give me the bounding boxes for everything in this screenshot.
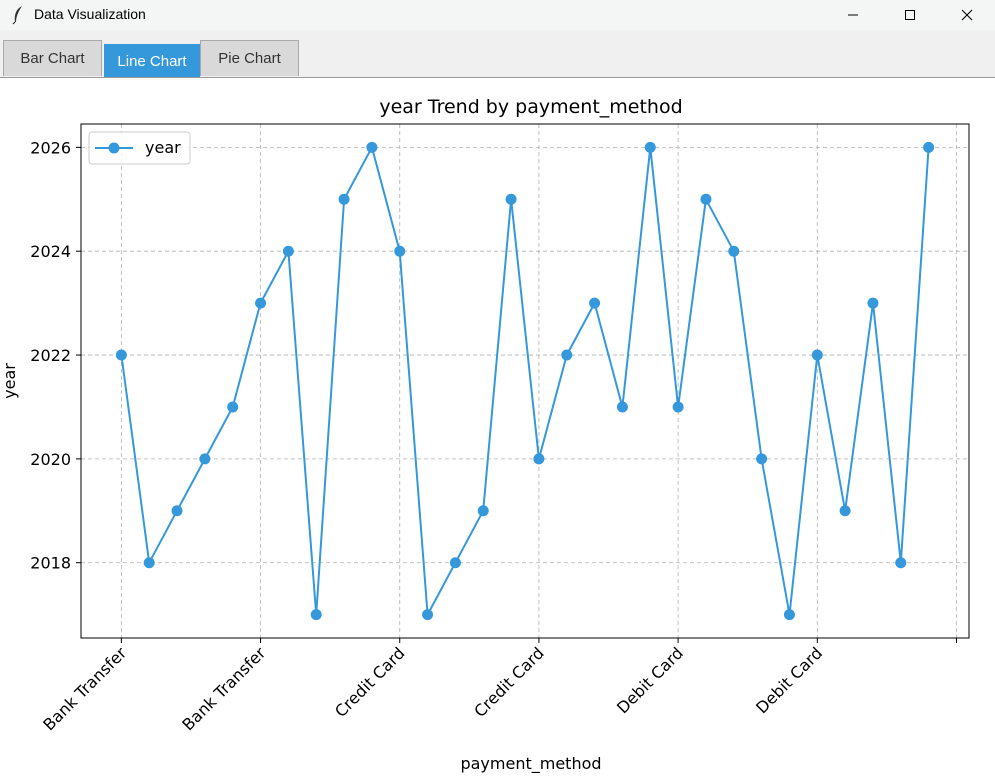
data-point <box>282 245 294 257</box>
legend-marker <box>108 142 120 154</box>
data-point <box>839 505 851 517</box>
data-point <box>616 401 628 413</box>
title-bar: Data Visualization <box>0 0 995 30</box>
data-point <box>644 141 656 153</box>
legend-box <box>88 131 191 165</box>
data-point <box>895 557 907 569</box>
legend-label: year <box>145 138 181 157</box>
y-axis: 2018 2020 2022 2024 2026 <box>30 138 81 573</box>
x-tick-label: Bank Transfer <box>178 643 269 734</box>
y-tick-label: 2024 <box>30 242 71 261</box>
data-point <box>171 505 183 517</box>
tab-pie-chart[interactable]: Pie Chart <box>200 40 299 76</box>
legend: year <box>88 131 191 165</box>
data-point <box>811 349 823 361</box>
data-point <box>227 401 239 413</box>
line-chart: year Trend by payment_method 2018 2020 202… <box>0 96 970 774</box>
maximize-button[interactable] <box>882 0 938 30</box>
data-point <box>255 297 267 309</box>
data-point <box>310 609 322 621</box>
y-tick-label: 2018 <box>30 554 71 573</box>
data-point <box>728 245 740 257</box>
y-tick-label: 2020 <box>30 450 71 469</box>
data-point <box>199 453 211 465</box>
data-point <box>672 401 684 413</box>
x-axis-label: payment_method <box>460 754 601 774</box>
x-tick-label: Debit Card <box>613 643 687 717</box>
minimize-button[interactable] <box>825 0 881 30</box>
maximize-icon <box>905 10 915 20</box>
x-tick-label: Debit Card <box>752 643 826 717</box>
x-axis: Bank Transfer Bank Transfer Credit Card Cre… <box>39 638 957 734</box>
data-point <box>589 297 601 309</box>
grid <box>81 124 969 638</box>
data-point <box>449 557 461 569</box>
data-point <box>115 349 127 361</box>
y-tick-label: 2026 <box>30 138 71 157</box>
data-point <box>533 453 545 465</box>
y-axis-label: year <box>0 363 19 399</box>
chart-panel: year Trend by payment_method 2018 2020 202… <box>0 77 995 778</box>
plot-frame <box>80 123 970 639</box>
data-point <box>923 141 935 153</box>
data-point <box>700 193 712 205</box>
series-line <box>120 146 930 616</box>
series-year <box>115 141 935 621</box>
data-point <box>783 609 795 621</box>
data-point <box>338 193 350 205</box>
data-point <box>561 349 573 361</box>
chart-title: year Trend by payment_method <box>379 96 682 118</box>
data-point <box>505 193 517 205</box>
data-point <box>867 297 879 309</box>
minimize-icon <box>848 14 858 16</box>
data-point <box>143 557 155 569</box>
x-tick-label: Credit Card <box>331 643 409 721</box>
window-title: Data Visualization <box>34 6 146 22</box>
data-point <box>366 141 378 153</box>
tab-bar-chart[interactable]: Bar Chart <box>3 40 102 76</box>
x-tick-label: Bank Transfer <box>39 643 130 734</box>
y-tick-label: 2022 <box>30 346 71 365</box>
tab-strip: Bar Chart Line Chart Pie Chart <box>0 30 995 78</box>
tab-line-chart[interactable]: Line Chart <box>104 44 200 78</box>
data-point <box>756 453 768 465</box>
data-point <box>394 245 406 257</box>
x-tick-label: Credit Card <box>470 643 548 721</box>
data-point <box>422 609 434 621</box>
close-button[interactable] <box>939 0 995 30</box>
data-point <box>477 505 489 517</box>
close-icon <box>961 9 973 21</box>
feather-icon <box>12 6 22 25</box>
